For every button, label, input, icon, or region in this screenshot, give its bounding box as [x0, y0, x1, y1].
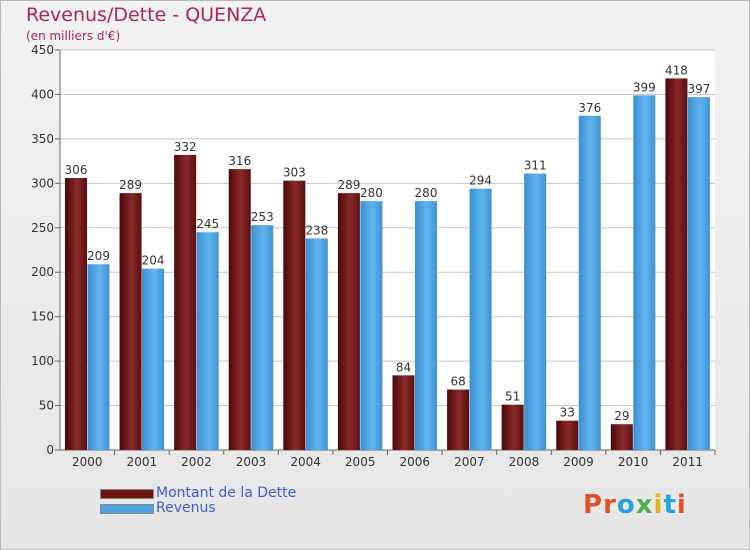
x-tick-label: 2009 — [563, 455, 594, 469]
bar-dette — [447, 389, 470, 450]
y-tick-label: 200 — [31, 265, 54, 279]
bar-dette — [665, 78, 688, 450]
logo-letter: x — [635, 490, 654, 520]
y-tick-label: 150 — [31, 310, 54, 324]
bar-dette — [501, 404, 524, 450]
bar-revenus — [687, 97, 710, 450]
logo-letter: t — [663, 490, 677, 520]
x-tick-label: 2010 — [618, 455, 649, 469]
data-label-revenus: 311 — [524, 159, 547, 173]
data-label-dette: 51 — [505, 390, 520, 404]
bar-dette — [119, 193, 142, 450]
data-label-dette: 289 — [337, 178, 360, 192]
data-label-revenus: 280 — [415, 186, 438, 200]
bar-revenus — [87, 264, 110, 450]
data-label-revenus: 204 — [142, 254, 165, 268]
logo-letter: P — [583, 490, 604, 520]
x-tick-label: 2011 — [672, 455, 703, 469]
data-label-revenus: 376 — [578, 101, 601, 115]
y-tick-label: 100 — [31, 354, 54, 368]
bar-revenus — [251, 225, 274, 450]
data-label-revenus: 399 — [633, 80, 656, 94]
bar-revenus — [524, 173, 547, 451]
legend-swatch-revenus — [100, 504, 154, 514]
y-tick-label: 300 — [31, 176, 54, 190]
data-label-revenus: 253 — [251, 210, 274, 224]
x-tick-label: 2005 — [345, 455, 376, 469]
logo-letter: r — [603, 490, 617, 520]
bar-dette — [392, 375, 415, 450]
x-tick-label: 2003 — [236, 455, 267, 469]
bar-revenus — [196, 232, 219, 450]
y-tick-label: 350 — [31, 132, 54, 146]
data-label-dette: 84 — [396, 360, 411, 374]
data-label-dette: 332 — [174, 140, 197, 154]
y-tick-label: 0 — [46, 443, 54, 457]
proxiti-logo: Proxiti — [583, 490, 687, 520]
legend-label-revenus: Revenus — [156, 500, 216, 516]
x-tick-label: 2004 — [290, 455, 321, 469]
y-tick-label: 450 — [31, 43, 54, 57]
data-label-dette: 316 — [228, 154, 251, 168]
bar-revenus — [415, 201, 437, 450]
bar-revenus — [360, 201, 383, 450]
x-tick-label: 2000 — [72, 455, 103, 469]
data-label-revenus: 397 — [687, 82, 710, 96]
data-label-dette: 418 — [665, 63, 688, 77]
y-tick-label: 250 — [31, 221, 54, 235]
x-tick-label: 2001 — [127, 455, 158, 469]
chart-subtitle: (en milliers d'€) — [26, 29, 121, 43]
legend-label-dette: Montant de la Dette — [156, 485, 297, 501]
data-label-dette: 29 — [614, 409, 629, 423]
logo-letter: i — [676, 490, 687, 520]
x-tick-label: 2008 — [509, 455, 540, 469]
bar-dette — [228, 169, 251, 450]
logo-letter: o — [616, 490, 636, 520]
logo-letter: i — [653, 490, 664, 520]
bar-dette — [283, 180, 306, 450]
legend-swatch-dette — [100, 489, 154, 499]
bar-revenus — [578, 115, 601, 451]
y-tick-label: 50 — [39, 399, 54, 413]
data-label-dette: 289 — [119, 178, 142, 192]
bar-dette — [337, 193, 360, 450]
bar-revenus — [469, 188, 492, 450]
bar-revenus — [633, 95, 656, 450]
data-label-revenus: 280 — [360, 186, 383, 200]
plot-area — [60, 50, 715, 450]
data-label-revenus: 209 — [87, 249, 110, 263]
y-tick-label: 400 — [31, 87, 54, 101]
bar-dette — [610, 424, 633, 450]
bar-revenus — [305, 238, 328, 450]
x-tick-label: 2007 — [454, 455, 485, 469]
data-label-dette: 303 — [283, 166, 306, 180]
data-label-dette: 306 — [65, 163, 88, 177]
bar-dette — [556, 420, 579, 450]
bar-dette — [65, 178, 87, 450]
data-label-revenus: 245 — [196, 217, 219, 231]
x-tick-label: 2002 — [181, 455, 212, 469]
chart-title: Revenus/Dette - QUENZA — [26, 4, 267, 26]
bar-revenus — [142, 268, 165, 450]
data-label-revenus: 238 — [305, 223, 328, 237]
x-tick-label: 2006 — [400, 455, 431, 469]
data-label-dette: 33 — [560, 406, 575, 420]
bar-dette — [174, 154, 197, 450]
data-label-dette: 68 — [450, 375, 465, 389]
data-label-revenus: 294 — [469, 174, 492, 188]
